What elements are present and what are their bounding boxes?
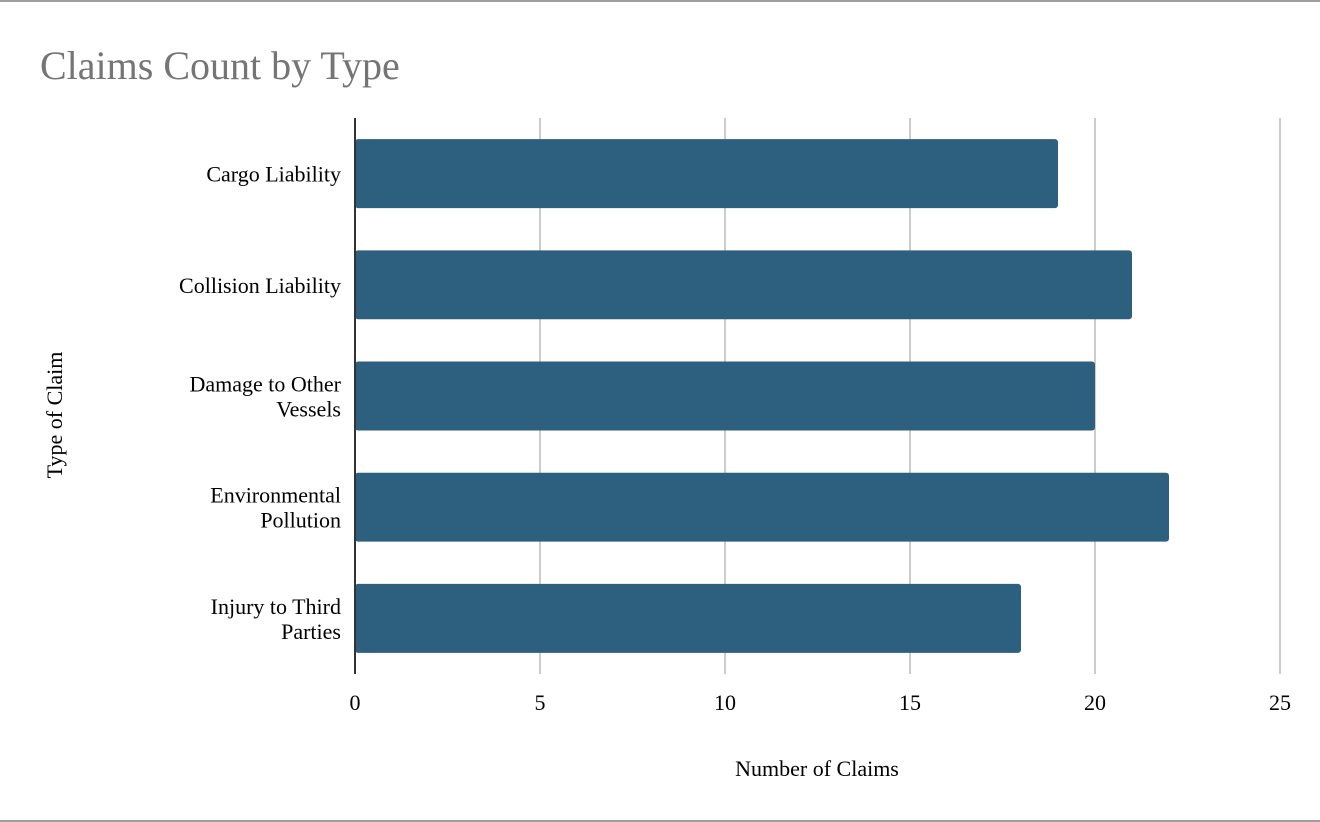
y-tick-label: Damage to Other Vessels [190,372,342,422]
x-tick-label: 25 [1269,690,1291,715]
bars [355,139,1169,653]
y-tick-label-line: Parties [281,619,341,644]
y-tick-label: Collision Liability [179,273,341,298]
bar [355,472,1169,542]
y-tick-label-line: Damage to Other [190,372,342,397]
x-tick-label: 15 [899,690,921,715]
x-tick-label: 0 [350,690,361,715]
y-tick-label-line: Cargo Liability [206,162,341,187]
x-axis-title: Number of Claims [735,756,899,781]
bar [355,139,1058,209]
chart-title: Claims Count by Type [40,43,400,88]
x-tick-label: 10 [714,690,736,715]
y-tick-label: Injury to Third Parties [211,594,341,644]
x-tick-label: 5 [535,690,546,715]
bar [355,583,1021,653]
y-axis-title: Type of Claim [42,352,67,479]
y-tick-label-line: Pollution [260,508,341,533]
y-tick-label-line: Environmental [210,483,341,508]
y-tick-label: Cargo Liability [206,162,341,187]
y-tick-label: Environmental Pollution [210,483,341,533]
y-tick-label-line: Vessels [276,397,341,422]
bar [355,250,1132,320]
y-tick-label-line: Injury to Third [211,594,341,619]
y-tick-label-line: Collision Liability [179,273,341,298]
labels: 0 5 10 15 20 25 Cargo Liability Collision Liabi… [42,162,1291,781]
x-tick-label: 20 [1084,690,1106,715]
bar [355,361,1095,431]
